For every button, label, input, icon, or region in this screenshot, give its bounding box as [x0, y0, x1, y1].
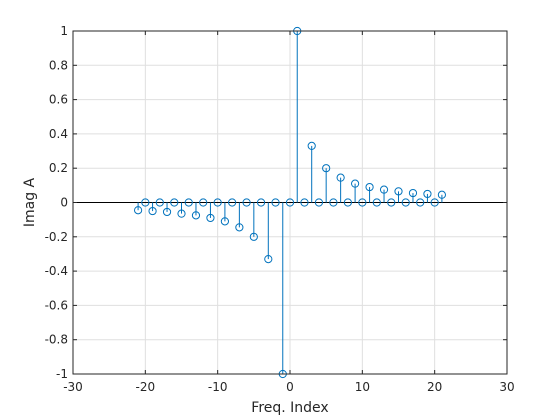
stem-marker — [213, 198, 222, 207]
stem-marker — [285, 198, 295, 207]
x-tick-label: 30 — [499, 380, 514, 394]
stem-marker — [307, 141, 316, 151]
stem-marker — [191, 211, 201, 220]
stem-marker — [358, 198, 367, 207]
stem-marker — [401, 198, 410, 207]
stem-marker — [430, 198, 439, 207]
stem-marker — [235, 223, 244, 232]
x-tick-label: 0 — [286, 380, 294, 394]
stem-marker — [322, 164, 331, 173]
axes — [72, 30, 508, 375]
stem-marker — [365, 182, 374, 192]
stem-marker — [264, 254, 273, 264]
stem-marker — [256, 198, 266, 207]
y-tick-label: 0.6 — [49, 93, 68, 107]
stem-marker — [199, 198, 208, 207]
stem-marker — [242, 198, 251, 207]
y-tick-label: 0.4 — [49, 127, 68, 141]
y-tick-label: 1 — [60, 24, 68, 38]
x-axis-label: Freq. Index — [251, 400, 328, 416]
stem-marker — [394, 187, 403, 196]
x-tick-label: -20 — [136, 380, 156, 394]
stem-marker — [314, 198, 324, 207]
stem-marker — [249, 232, 258, 241]
stem-marker — [148, 206, 157, 216]
stem-marker — [423, 189, 432, 199]
stem-marker — [336, 173, 345, 182]
ticks: -30 -20 -10 0 10 20 30 -1 -0.8 -0.6 -0.4 -0.2 0 0.2 0.… — [45, 24, 515, 394]
stem-marker — [170, 198, 179, 207]
x-tick-label: -10 — [208, 380, 228, 394]
stem-marker — [134, 206, 143, 215]
stem-marker — [372, 198, 381, 207]
x-tick-label: -30 — [63, 380, 83, 394]
y-tick-label: -1 — [56, 367, 68, 381]
y-tick-label: 0 — [60, 196, 68, 210]
y-tick-label: -0.8 — [45, 333, 68, 347]
stem-marker — [271, 198, 280, 207]
stem-marker — [437, 190, 446, 199]
stem-marker — [379, 185, 389, 194]
stem-marker — [408, 188, 418, 198]
x-tick-label: 20 — [427, 380, 442, 394]
stem-marker — [206, 213, 215, 223]
stem-marker — [343, 198, 352, 207]
stem-marker — [177, 209, 186, 218]
stem-marker — [220, 217, 229, 226]
y-tick-label: -0.6 — [45, 298, 68, 312]
stem-marker — [162, 207, 172, 217]
y-tick-label: 0.2 — [49, 161, 68, 175]
y-axis-label: Imag A — [22, 177, 38, 227]
stem-marker — [300, 198, 309, 207]
x-tick-label: 10 — [355, 380, 370, 394]
stem-marker — [351, 179, 360, 188]
stem-marker — [387, 198, 396, 207]
y-tick-label: -0.4 — [45, 264, 68, 278]
stem-marker — [329, 198, 338, 207]
stem-marker — [155, 198, 164, 207]
stem-marker — [416, 198, 425, 207]
y-tick-label: 0.8 — [49, 58, 68, 72]
y-tick-label: -0.2 — [45, 230, 68, 244]
stem-marker — [141, 198, 150, 207]
stem-layer — [134, 26, 446, 379]
stem-marker — [184, 198, 193, 207]
stem-marker — [228, 198, 237, 207]
